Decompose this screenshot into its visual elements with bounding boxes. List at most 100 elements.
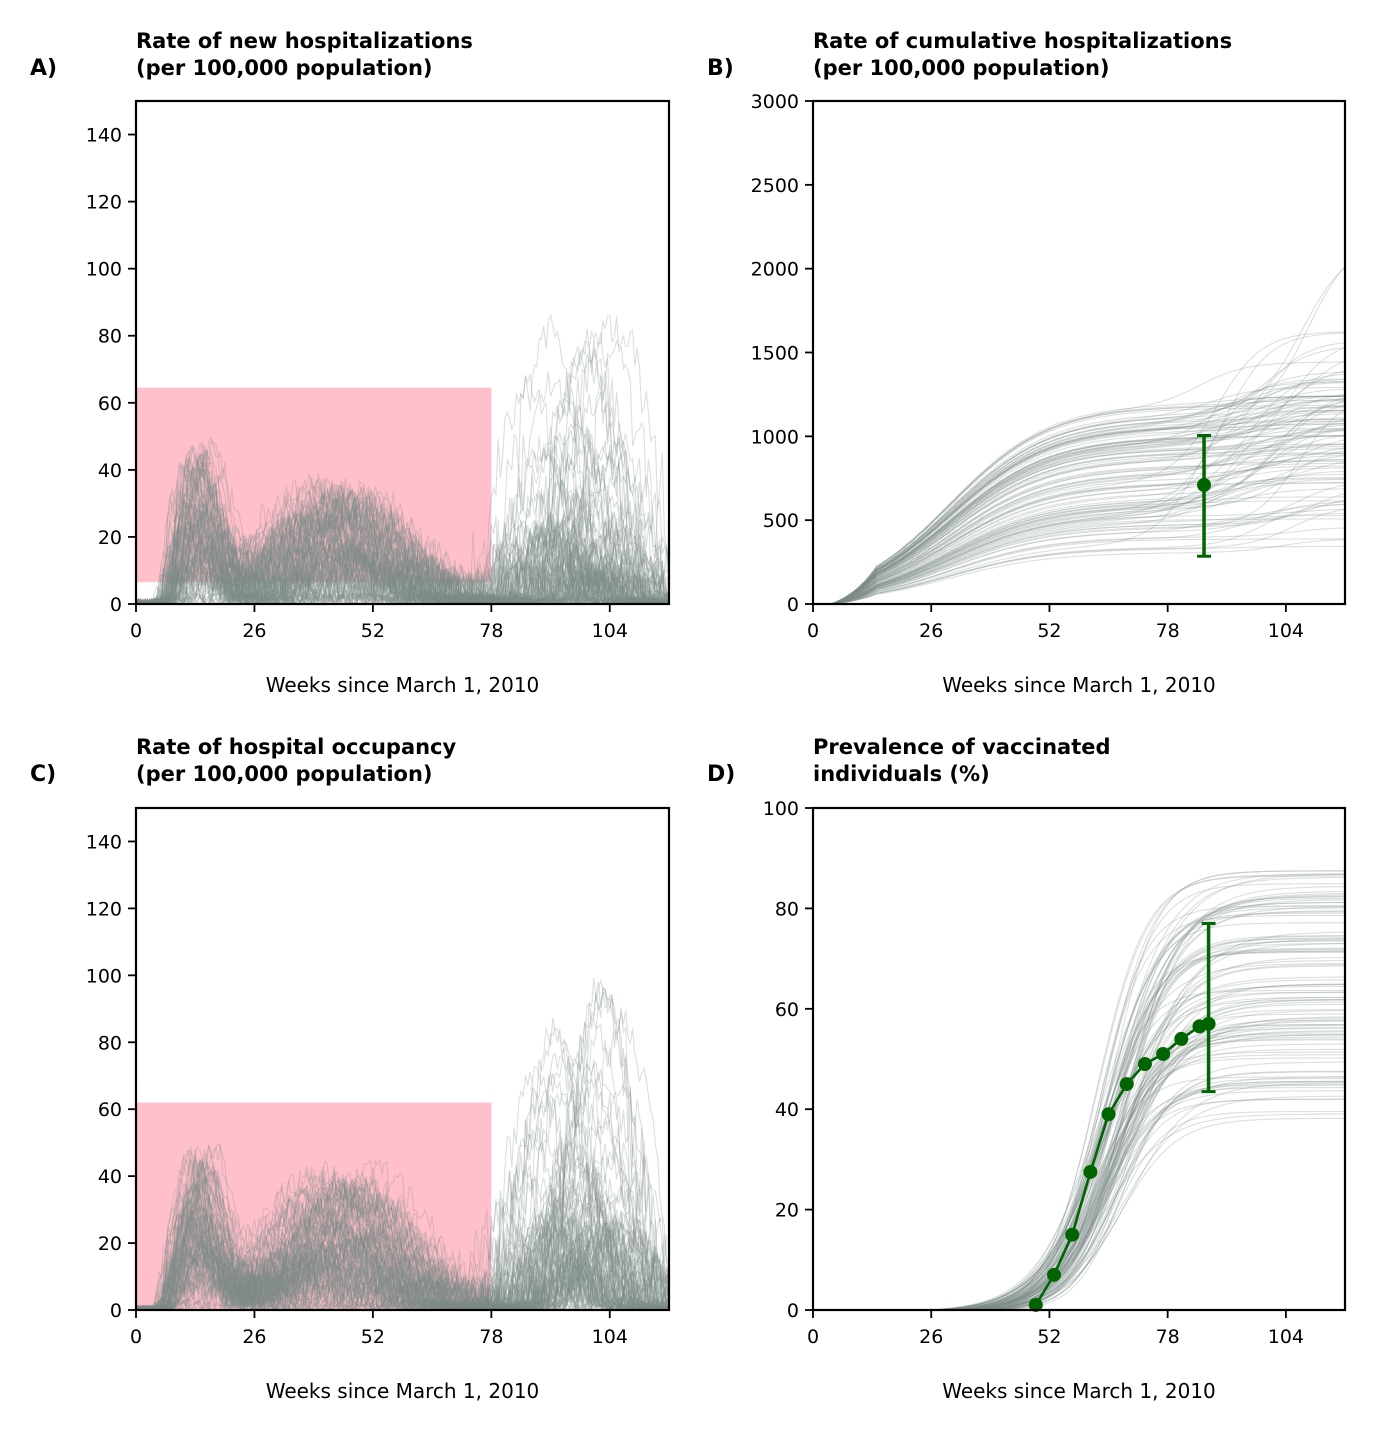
ensemble-trajectory [136,529,669,604]
ensemble-trajectory [136,1199,669,1310]
y-tick-label: 140 [86,831,122,853]
ensemble-trajectory [813,1071,1345,1310]
x-tick-label: 26 [919,1326,943,1348]
ensemble-trajectory [813,409,1345,604]
ensemble-trajectory [136,328,669,604]
ensemble-trajectory [813,478,1345,604]
ensemble-trajectory [136,435,669,604]
ensemble-trajectory [813,883,1345,1310]
ensemble-trajectory [136,1010,669,1310]
ensemble-trajectory [813,419,1345,604]
ensemble-trajectory [136,454,669,604]
ensemble-trajectory [136,489,669,604]
ensemble-trajectory [136,452,669,604]
ensemble-trajectory [813,984,1345,1310]
ensemble-trajectory [136,519,669,604]
ensemble-trajectory [813,1010,1345,1310]
ensemble-trajectory [813,503,1345,604]
ensemble-trajectory [813,1048,1345,1310]
ensemble-trajectory [136,476,669,604]
ensemble-trajectory [136,496,669,604]
ensemble-trajectory [813,1033,1345,1310]
ensemble-trajectory [136,1171,669,1310]
ensemble-trajectory [813,991,1345,1310]
ensemble-trajectory [136,439,669,604]
ensemble-trajectory [813,931,1345,1310]
ensemble-trajectory [136,1161,669,1310]
observed-point [1156,1046,1171,1061]
ensemble-trajectory [136,1220,669,1310]
ensemble-trajectory [813,899,1345,1310]
ensemble-trajectory [813,434,1345,604]
y-tick-label: 100 [86,965,122,987]
ensemble-trajectory [136,1028,669,1310]
ensemble-trajectory [136,1133,669,1310]
ensemble-trajectory [813,1001,1345,1310]
ensemble-trajectory [813,435,1345,604]
ensemble-trajectory [813,401,1345,604]
ensemble-trajectory [136,497,669,604]
ensemble-trajectory [813,458,1345,604]
y-tick-label: 40 [775,1099,799,1121]
ensemble-trajectory [813,922,1345,1310]
ensemble-trajectory [813,405,1345,604]
ensemble-trajectory [813,395,1345,604]
ensemble-trajectory [136,512,669,604]
ensemble-trajectory [813,539,1345,604]
plot-area [136,313,669,604]
ensemble-trajectory [136,503,669,604]
ensemble-trajectory [136,1210,669,1310]
ensemble-trajectory [813,949,1345,1310]
ensemble-trajectory [136,1161,669,1310]
ensemble-trajectory [136,475,669,604]
x-tick-label: 26 [919,620,943,642]
ensemble-trajectory [813,500,1345,604]
ensemble-trajectory [136,1230,669,1310]
ensemble-trajectory [136,446,669,604]
plot-area [813,265,1345,604]
ensemble-trajectory [136,1059,669,1310]
ensemble-trajectory [813,452,1345,604]
ensemble-trajectory [813,876,1345,1310]
ensemble-trajectory [813,430,1345,604]
panel-title-line: individuals (%) [813,762,990,786]
ensemble-trajectory [136,508,669,604]
panel-title-line: Prevalence of vaccinated [813,735,1111,759]
ensemble-trajectory [136,1174,669,1310]
ensemble-trajectory [813,896,1345,1310]
ensemble-trajectory [813,455,1345,604]
panel-title-line: Rate of cumulative hospitalizations [813,29,1232,53]
ensemble-trajectory [136,1158,669,1310]
ensemble-trajectory [136,1175,669,1310]
ensemble-trajectory [813,439,1345,604]
x-tick-label: 78 [479,1326,503,1348]
x-tick-label: 0 [807,620,819,642]
ensemble-trajectory [136,989,669,1310]
ensemble-trajectory [136,1203,669,1310]
ensemble-trajectory [136,357,669,604]
ensemble-trajectory [136,450,669,604]
ensemble-trajectory [813,1070,1345,1310]
ensemble-trajectory [813,1020,1345,1310]
panel-label: B) [707,56,734,81]
ensemble-trajectory [813,1098,1345,1310]
ensemble-trajectory [813,935,1345,1310]
panel-d-vaccinated-prevalence: D) Prevalence of vaccinated individuals (%… [707,735,1347,1403]
ensemble-trajectory [136,1209,669,1310]
ensemble-trajectory [136,513,669,604]
ensemble-trajectory [136,1190,669,1310]
ensemble-trajectory [813,399,1345,604]
y-tick-label: 0 [110,1300,122,1322]
ensemble-trajectory [136,1168,669,1310]
ensemble-trajectory [136,444,669,604]
ensemble-trajectory [136,1065,669,1310]
ensemble-trajectory [136,457,669,604]
ensemble-trajectory [813,873,1345,1310]
plot-area [813,870,1345,1310]
ensemble-trajectory [813,940,1345,1310]
ensemble-trajectory [136,520,669,604]
x-tick-label: 52 [1037,1326,1061,1348]
ensemble-trajectory [813,1009,1345,1310]
ensemble-trajectory [136,453,669,604]
